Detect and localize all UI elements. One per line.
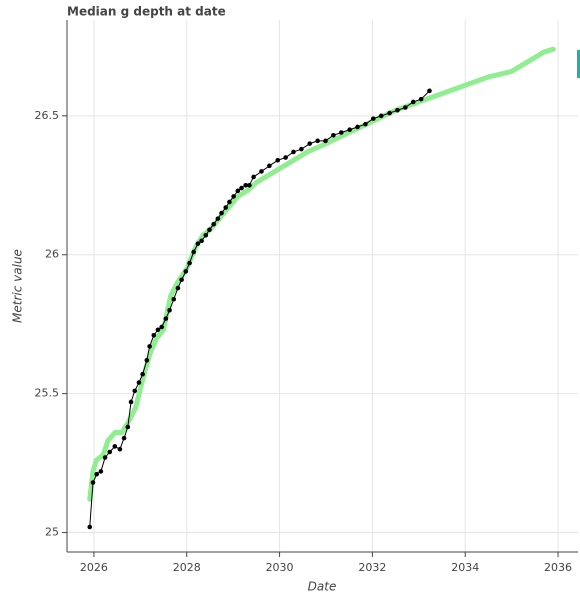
data-point — [331, 132, 336, 138]
data-point — [125, 424, 131, 430]
data-point — [219, 210, 224, 216]
data-point — [94, 471, 100, 477]
data-point — [155, 327, 161, 333]
data-point — [144, 358, 150, 363]
data-point — [247, 182, 252, 188]
data-point — [117, 446, 123, 452]
data-point — [183, 269, 189, 274]
data-point — [355, 124, 360, 130]
data-point — [363, 121, 368, 127]
data-point — [163, 316, 169, 321]
data-point — [347, 127, 352, 133]
data-point — [207, 227, 212, 233]
data-point — [128, 399, 134, 405]
data-point — [307, 141, 313, 146]
y-axis-label: Metric value — [11, 249, 25, 323]
y-tick-label: 25.5 — [35, 387, 60, 400]
legend-edge — [577, 50, 580, 78]
data-point — [315, 138, 320, 144]
data-point — [132, 388, 138, 394]
data-point — [112, 444, 118, 449]
x-tick-label: 2030 — [266, 561, 294, 574]
data-point — [283, 155, 288, 160]
series-line — [87, 46, 556, 502]
data-point — [171, 296, 177, 302]
series-line — [89, 90, 430, 528]
data-point — [215, 216, 221, 221]
x-tick-label: 2036 — [544, 561, 572, 574]
data-point — [427, 88, 432, 94]
data-point — [147, 344, 152, 349]
data-point — [87, 524, 93, 530]
data-point — [90, 480, 96, 485]
data-point — [275, 157, 281, 163]
data-point — [121, 435, 127, 441]
data-point — [195, 241, 201, 246]
data-point — [136, 380, 142, 385]
data-point — [371, 116, 376, 121]
data-point — [227, 199, 232, 205]
x-axis-label: Date — [308, 580, 337, 594]
data-point — [179, 277, 184, 283]
data-point — [107, 449, 112, 455]
data-point — [191, 249, 197, 255]
x-tick-label: 2026 — [80, 561, 108, 574]
data-point — [323, 138, 328, 144]
data-point — [223, 205, 229, 210]
data-point — [291, 149, 296, 155]
data-point — [410, 99, 416, 105]
data-point — [140, 371, 145, 377]
y-tick-label: 26 — [45, 248, 59, 261]
data-point — [395, 107, 400, 113]
data-point — [102, 455, 108, 460]
data-point — [98, 469, 104, 474]
data-point — [299, 146, 304, 152]
data-point — [167, 308, 172, 313]
data-point — [243, 182, 248, 188]
data-point — [175, 285, 181, 291]
data-point — [211, 221, 216, 227]
data-point — [235, 188, 241, 194]
x-tick-label: 2028 — [173, 561, 201, 574]
chart-title: Median g depth at date — [67, 5, 226, 19]
data-point — [199, 238, 204, 244]
data-point — [231, 194, 236, 199]
data-point — [378, 113, 384, 119]
data-point — [151, 333, 157, 338]
data-point — [251, 174, 256, 180]
data-point — [259, 169, 264, 174]
y-tick-label: 25 — [45, 526, 59, 539]
data-point — [239, 185, 244, 191]
data-point — [159, 324, 164, 330]
data-point — [267, 163, 272, 169]
data-point — [187, 260, 192, 266]
x-tick-label: 2034 — [451, 561, 479, 574]
data-point — [203, 233, 209, 238]
x-tick-label: 2032 — [358, 561, 386, 574]
data-point — [338, 130, 344, 135]
data-point — [418, 96, 424, 102]
data-point — [387, 110, 392, 116]
data-point — [403, 105, 408, 110]
y-tick-label: 26.5 — [35, 109, 60, 122]
